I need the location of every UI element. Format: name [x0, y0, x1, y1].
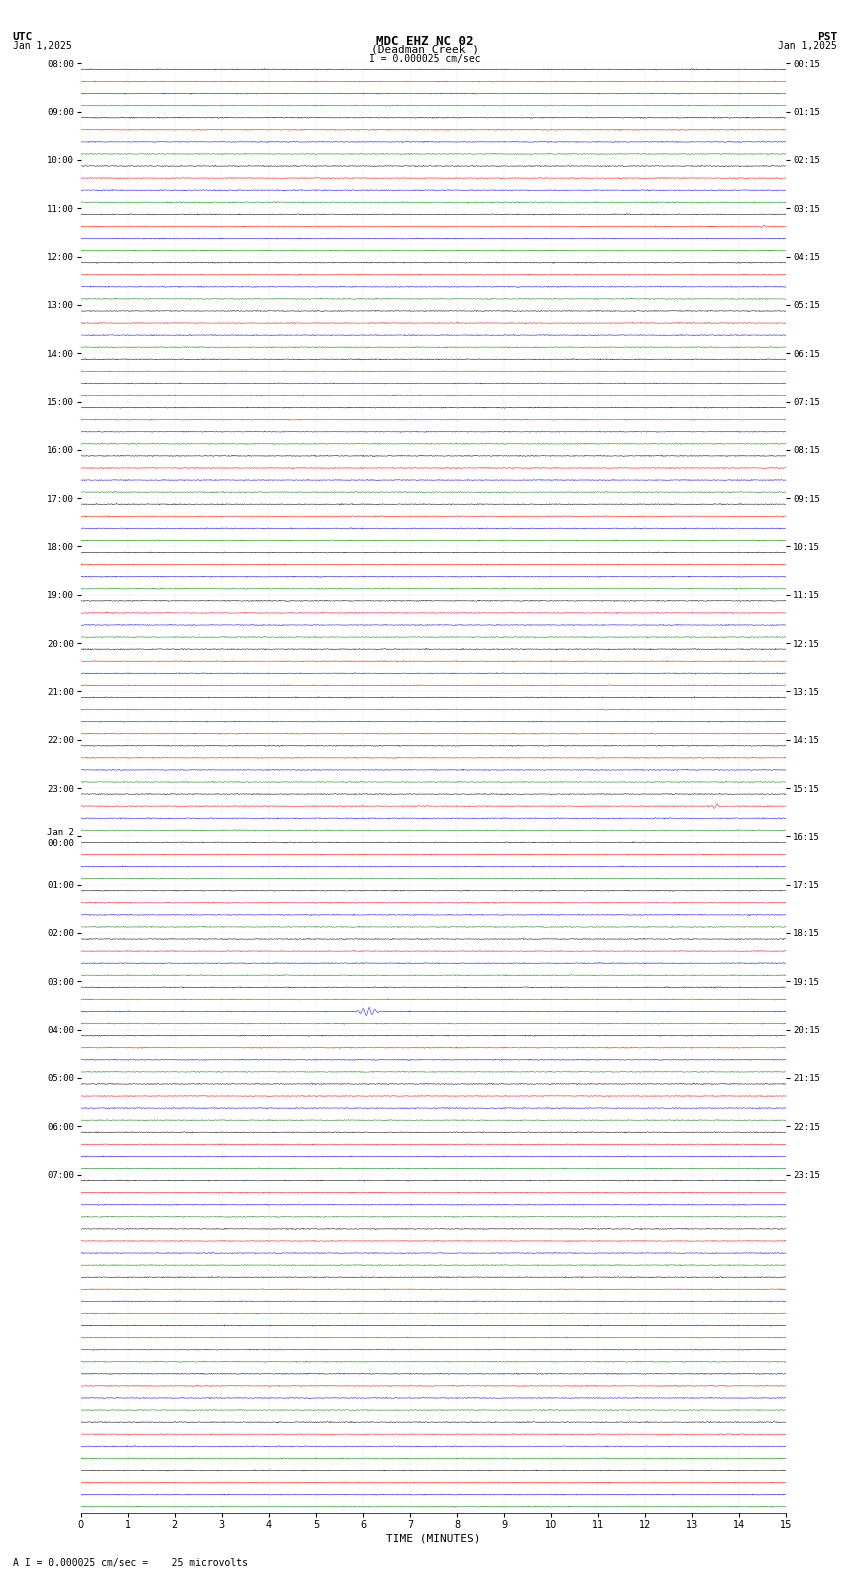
Text: Jan 1,2025: Jan 1,2025 — [779, 41, 837, 51]
Text: A I = 0.000025 cm/sec =    25 microvolts: A I = 0.000025 cm/sec = 25 microvolts — [13, 1559, 247, 1568]
Text: UTC: UTC — [13, 32, 33, 41]
Text: PST: PST — [817, 32, 837, 41]
Text: Jan 1,2025: Jan 1,2025 — [13, 41, 71, 51]
Text: I = 0.000025 cm/sec: I = 0.000025 cm/sec — [369, 54, 481, 63]
Text: (Deadman Creek ): (Deadman Creek ) — [371, 44, 479, 54]
X-axis label: TIME (MINUTES): TIME (MINUTES) — [386, 1533, 481, 1544]
Text: MDC EHZ NC 02: MDC EHZ NC 02 — [377, 35, 473, 48]
